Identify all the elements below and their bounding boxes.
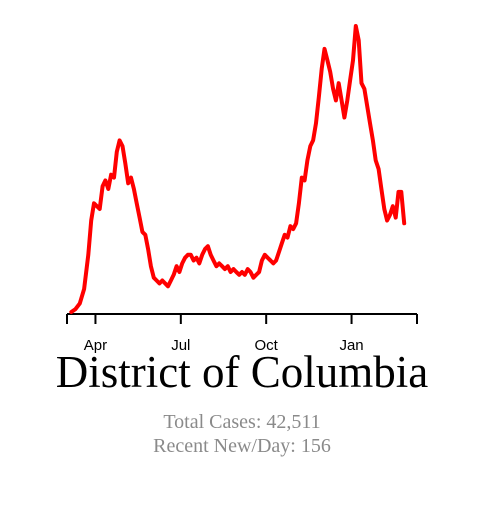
x-tick-label-oct: Oct (255, 337, 279, 354)
x-axis: Apr Jul Oct Jan (66, 313, 418, 354)
series-group (69, 24, 407, 314)
total-cases-stat: Total Cases: 42,511 (163, 411, 321, 433)
recent-new-per-day-stat: Recent New/Day: 156 (153, 435, 331, 457)
line-chart: Apr Jul Oct Jan (66, 24, 418, 354)
x-tick-label-apr: Apr (84, 337, 107, 354)
chart-title: District of Columbia (55, 347, 429, 397)
x-tick-label-jan: Jan (339, 337, 363, 354)
series-line-0 (69, 24, 407, 314)
x-tick-label-jul: Jul (171, 337, 190, 354)
